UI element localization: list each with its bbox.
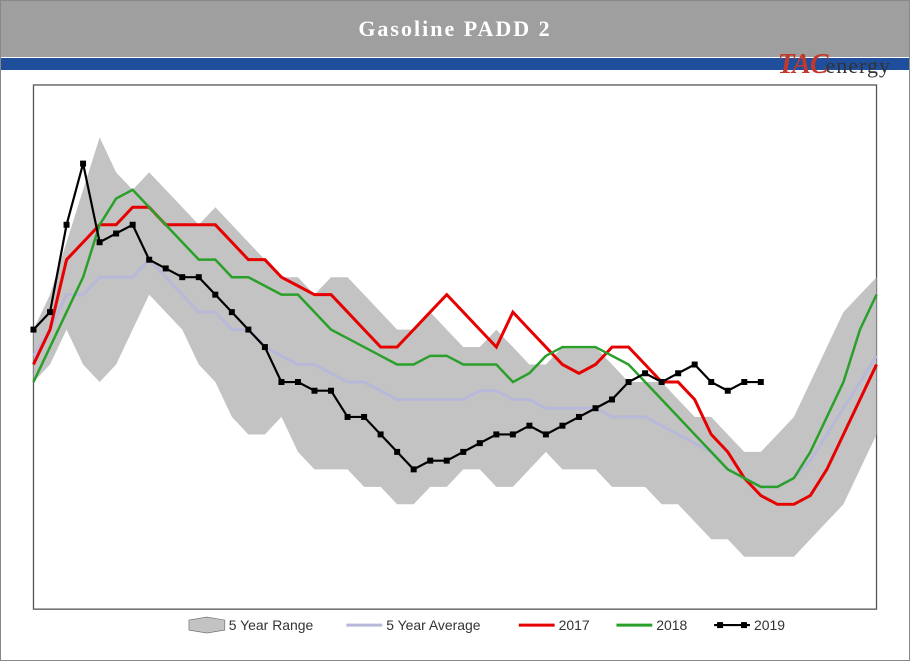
marker-2019 bbox=[81, 161, 86, 166]
marker-2019 bbox=[130, 222, 135, 227]
marker-2019 bbox=[626, 380, 631, 385]
marker-2019 bbox=[610, 397, 615, 402]
marker-2019 bbox=[560, 423, 565, 428]
marker-2019 bbox=[692, 362, 697, 367]
logo-tac: TAC bbox=[778, 49, 828, 80]
marker-2019 bbox=[411, 467, 416, 472]
marker-2019 bbox=[31, 327, 36, 332]
legend-label: 2017 bbox=[559, 617, 590, 633]
accent-strip bbox=[1, 57, 909, 71]
marker-2019 bbox=[114, 231, 119, 236]
marker-2019 bbox=[461, 449, 466, 454]
chart-svg: 5 Year Range 5 Year Average 2017 2018 2019 bbox=[19, 79, 891, 650]
marker-2019 bbox=[279, 380, 284, 385]
marker-2019 bbox=[229, 310, 234, 315]
marker-2019 bbox=[676, 371, 681, 376]
marker-2019 bbox=[593, 406, 598, 411]
marker-2019 bbox=[543, 432, 548, 437]
marker-2019 bbox=[395, 449, 400, 454]
header-bar: Gasoline PADD 2 bbox=[1, 1, 909, 57]
marker-2019 bbox=[329, 388, 334, 393]
marker-2019 bbox=[576, 414, 581, 419]
plot-area: 5 Year Range 5 Year Average 2017 2018 2019 bbox=[19, 79, 891, 650]
chart-frame: Gasoline PADD 2 TACenergy 5 Year Range5 … bbox=[0, 0, 910, 661]
marker-2019 bbox=[709, 380, 714, 385]
marker-2019 bbox=[428, 458, 433, 463]
marker-2019 bbox=[378, 432, 383, 437]
legend-label: 5 Year Range bbox=[229, 617, 314, 633]
marker-2019 bbox=[48, 310, 53, 315]
marker-2019 bbox=[527, 423, 532, 428]
chart-title: Gasoline PADD 2 bbox=[358, 16, 551, 42]
marker-2019 bbox=[725, 388, 730, 393]
marker-2019 bbox=[362, 414, 367, 419]
marker-2019 bbox=[196, 275, 201, 280]
marker-2019 bbox=[312, 388, 317, 393]
marker-2019 bbox=[163, 266, 168, 271]
marker-2019 bbox=[659, 380, 664, 385]
logo-energy: energy bbox=[826, 53, 891, 78]
marker-2019 bbox=[643, 371, 648, 376]
marker-2019 bbox=[246, 327, 251, 332]
marker-2019 bbox=[262, 345, 267, 350]
legend-label: 5 Year Average bbox=[386, 617, 481, 633]
marker-2019 bbox=[494, 432, 499, 437]
marker-2019 bbox=[213, 292, 218, 297]
marker-2019 bbox=[180, 275, 185, 280]
marker-2019 bbox=[64, 222, 69, 227]
marker-2019 bbox=[510, 432, 515, 437]
marker-2019 bbox=[444, 458, 449, 463]
range-fill bbox=[33, 137, 876, 556]
legend-label: 2019 bbox=[754, 617, 785, 633]
brand-logo: TACenergy bbox=[778, 49, 891, 81]
marker-2019 bbox=[295, 380, 300, 385]
legend-label: 2018 bbox=[656, 617, 687, 633]
marker-2019 bbox=[477, 441, 482, 446]
marker-2019 bbox=[742, 380, 747, 385]
marker-2019 bbox=[97, 240, 102, 245]
marker-2019 bbox=[147, 257, 152, 262]
marker-2019 bbox=[758, 380, 763, 385]
marker-2019 bbox=[345, 414, 350, 419]
